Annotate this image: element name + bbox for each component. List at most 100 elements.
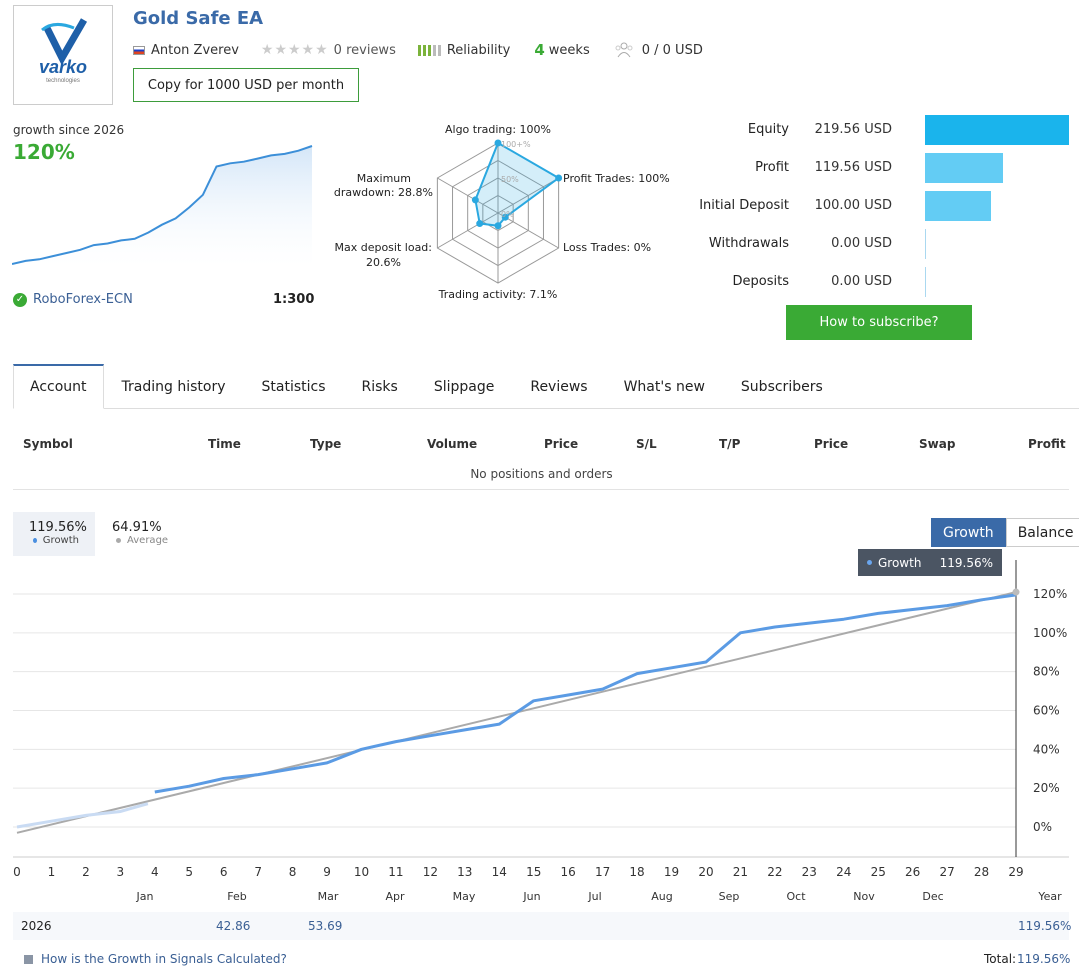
chart-mode-toggle: Growth Balance	[931, 518, 1079, 547]
subscribers-icon	[615, 42, 633, 58]
radar-drawdown-label-1: Maximum	[357, 172, 411, 185]
tab-account[interactable]: Account	[13, 364, 104, 409]
toggle-growth[interactable]: Growth	[931, 518, 1006, 547]
average-stat-value: 64.91%	[112, 520, 162, 535]
radar-polygon	[474, 141, 561, 227]
x-tick-19: 19	[664, 865, 679, 879]
growth-dot-icon	[33, 538, 37, 543]
year-total-value: 119.56%	[1018, 919, 1072, 933]
x-tick-10: 10	[354, 865, 369, 879]
col-volume[interactable]: Volume	[427, 437, 478, 451]
signal-title[interactable]: Gold Safe EA	[133, 8, 264, 29]
x-tick-22: 22	[767, 865, 782, 879]
signal-logo: varko technologies	[13, 5, 113, 105]
growth-chart[interactable]: 0%20%40%60%80%100%120%0 1 2 3 4 5 6 7 8 9 10 11 12 13…	[0, 560, 1079, 905]
col-symbol[interactable]: Symbol	[23, 437, 73, 451]
x-tick-7: 7	[254, 865, 262, 879]
year-feb-value: 42.86	[216, 919, 251, 933]
y-tick-6: 120%	[1033, 587, 1067, 601]
y-tick-5: 100%	[1033, 626, 1067, 640]
tooltip-dot-icon	[867, 560, 872, 565]
account-label-4: Deposits	[732, 274, 789, 289]
col-price[interactable]: Price	[544, 437, 579, 451]
yearly-row	[13, 912, 1069, 940]
radar-drawdown-label-2: drawdown: 28.8%	[334, 186, 433, 199]
radar-activity-label: Trading activity: 7.1%	[438, 288, 558, 301]
x-tick-6: 6	[220, 865, 228, 879]
account-bar-3	[925, 229, 926, 259]
account-value-0: 219.56 USD	[814, 122, 892, 137]
svg-text:varko: varko	[39, 57, 87, 77]
average-stat-label-wrap: Average	[116, 535, 170, 546]
tab-subscribers[interactable]: Subscribers	[740, 378, 823, 395]
radar-spoke-4	[437, 212, 499, 249]
table-divider	[13, 489, 1069, 490]
y-tick-1: 20%	[1033, 781, 1060, 795]
weeks-label: weeks	[548, 42, 590, 58]
author-link[interactable]: Anton Zverev	[151, 42, 239, 58]
x-tick-21: 21	[733, 865, 748, 879]
col-type[interactable]: Type	[310, 437, 342, 451]
average-end-point	[1012, 588, 1020, 596]
tab-reviews[interactable]: Reviews	[530, 378, 588, 395]
x-tick-15: 15	[526, 865, 541, 879]
copy-button[interactable]: Copy for 1000 USD per month	[133, 68, 359, 102]
weeks-count: 4	[534, 41, 545, 59]
x-tick-28: 28	[974, 865, 989, 879]
toggle-balance[interactable]: Balance	[1005, 518, 1079, 547]
month-label-12: Year	[1037, 890, 1062, 903]
growth-value: 120%	[13, 140, 75, 164]
tab-slippage[interactable]: Slippage	[433, 378, 495, 395]
reliability-label[interactable]: Reliability	[446, 42, 511, 58]
growth-calc-text: How is the Growth in Signals Calculated?	[41, 952, 287, 966]
subscribers-value: 0 / 0 USD	[641, 42, 703, 58]
month-label-0: Jan	[136, 890, 154, 903]
col-sl[interactable]: S/L	[636, 437, 657, 451]
y-tick-0: 0%	[1033, 820, 1052, 834]
growth-stat[interactable]: 119.56% Growth	[13, 512, 95, 556]
col-swap[interactable]: Swap	[919, 437, 956, 451]
tab-bar: Account Trading history Statistics Risks…	[13, 364, 841, 409]
x-tick-3: 3	[117, 865, 125, 879]
radar-spoke-1	[497, 177, 559, 214]
tab-statistics[interactable]: Statistics	[261, 378, 326, 395]
radar-grid-0: 0%	[501, 210, 514, 219]
account-value-1: 119.56 USD	[814, 160, 892, 175]
tabs-divider	[13, 408, 1079, 409]
month-label-6: Jul	[587, 890, 601, 903]
radar-grid-50: 50%	[501, 175, 519, 184]
leverage-value: 1:300	[273, 292, 315, 307]
radar-point-1	[555, 174, 563, 182]
broker-link[interactable]: ✓ RoboForex-ECN	[13, 292, 133, 307]
help-icon	[24, 954, 33, 964]
col-tp[interactable]: T/P	[719, 437, 741, 451]
no-positions-text: No positions and orders	[470, 467, 613, 481]
tab-trading-history[interactable]: Trading history	[121, 378, 226, 395]
radar-grid-100: 100+%	[501, 140, 531, 149]
x-tick-29: 29	[1008, 865, 1023, 879]
month-label-11: Dec	[922, 890, 943, 903]
growth-calc-link[interactable]: How is the Growth in Signals Calculated?	[24, 952, 287, 966]
subscribe-button[interactable]: How to subscribe?	[786, 305, 972, 340]
col-profit[interactable]: Profit	[1028, 437, 1066, 451]
x-tick-17: 17	[595, 865, 610, 879]
tab-whats-new[interactable]: What's new	[623, 378, 705, 395]
tooltip-label: Growth	[878, 555, 922, 570]
x-tick-26: 26	[905, 865, 920, 879]
average-stat[interactable]: 64.91% Average	[96, 512, 186, 556]
account-bar-0	[925, 115, 1069, 145]
radar-point-4	[476, 220, 484, 228]
account-value-4: 0.00 USD	[831, 274, 892, 289]
col-price-close[interactable]: Price	[814, 437, 849, 451]
month-label-5: Jun	[522, 890, 540, 903]
account-label-0: Equity	[747, 122, 789, 137]
month-label-9: Oct	[786, 890, 806, 903]
x-tick-23: 23	[802, 865, 817, 879]
svg-text:technologies: technologies	[46, 78, 80, 84]
tab-risks[interactable]: Risks	[361, 378, 398, 395]
x-tick-2: 2	[82, 865, 90, 879]
x-tick-16: 16	[561, 865, 576, 879]
col-time[interactable]: Time	[208, 437, 241, 451]
x-tick-27: 27	[939, 865, 954, 879]
reviews-link[interactable]: 0 reviews	[333, 42, 396, 58]
